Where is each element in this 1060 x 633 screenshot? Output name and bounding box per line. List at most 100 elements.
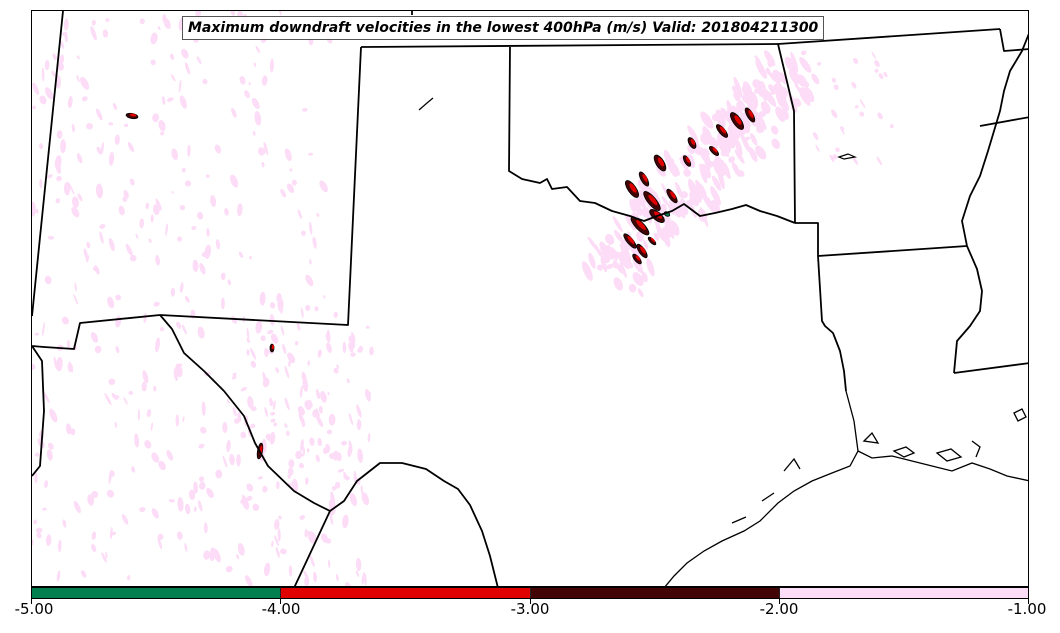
colorbar-tick	[1028, 599, 1029, 604]
downdraft-cell	[854, 105, 859, 109]
downdraft-cell	[632, 272, 644, 286]
downdraft-cell	[799, 87, 810, 103]
downdraft-cell	[225, 565, 233, 573]
downdraft-cell	[240, 499, 248, 505]
downdraft-cell	[329, 452, 336, 459]
downdraft-cell	[184, 296, 190, 303]
downdraft-cell	[54, 155, 62, 170]
downdraft-cell	[252, 130, 256, 136]
colorbar-label: -1.00	[1007, 600, 1047, 618]
downdraft-cell	[369, 346, 374, 356]
downdraft-cell	[287, 352, 296, 364]
downdraft-cell	[688, 200, 697, 218]
downdraft-cell	[123, 396, 128, 405]
downdraft-cell	[76, 153, 83, 164]
downdraft-cell	[102, 29, 109, 38]
downdraft-cell	[139, 18, 145, 25]
downdraft-cell	[165, 223, 169, 236]
downdraft-cell	[91, 531, 97, 540]
downdraft-cell	[72, 196, 79, 208]
downdraft-cell	[238, 251, 244, 258]
downdraft-cell	[42, 507, 47, 511]
downdraft-cell	[264, 347, 269, 358]
border-tx-la	[795, 222, 847, 392]
border-ok-north	[360, 43, 779, 48]
downdraft-cell	[159, 326, 165, 332]
downdraft-cell	[300, 307, 304, 318]
downdraft-cell	[629, 199, 636, 213]
downdraft-cell	[329, 512, 334, 526]
downdraft-cell	[874, 68, 879, 73]
downdraft-cell	[222, 422, 228, 433]
downdraft-cell	[86, 123, 93, 130]
downdraft-cell	[312, 571, 318, 583]
downdraft-cell	[56, 130, 63, 139]
downdraft-cell	[309, 554, 315, 568]
downdraft-cell	[86, 241, 91, 249]
downdraft-cell	[91, 19, 96, 26]
downdraft-cell	[775, 106, 786, 122]
downdraft-cell	[742, 136, 751, 142]
downdraft-cell	[146, 409, 152, 418]
downdraft-cell	[286, 183, 295, 193]
border-az-west	[32, 345, 45, 477]
downdraft-cell	[319, 180, 328, 193]
downdraft-cell	[789, 70, 799, 86]
downdraft-cell	[365, 325, 370, 329]
downdraft-cell	[829, 154, 835, 163]
downdraft-cell	[741, 85, 754, 104]
downdraft-cell	[715, 109, 726, 128]
downdraft-cell	[127, 575, 131, 581]
downdraft-cell	[56, 570, 61, 582]
downdraft-cell	[269, 314, 275, 326]
downdraft-cell	[178, 79, 182, 93]
downdraft-cell	[214, 144, 222, 154]
downdraft-cell	[667, 203, 674, 215]
downdraft-cell	[44, 87, 54, 100]
downdraft-cell	[627, 236, 635, 244]
downdraft-cell	[231, 107, 237, 118]
downdraft-cell	[840, 126, 845, 131]
colorbar-tick	[280, 599, 281, 604]
downdraft-cell	[832, 154, 838, 160]
downdraft-cell	[332, 450, 339, 461]
downdraft-cell	[121, 514, 129, 525]
downdraft-cell	[337, 468, 345, 473]
downdraft-cell	[49, 408, 58, 423]
downdraft-cell	[605, 233, 615, 245]
colorbar-bin-1	[32, 588, 282, 598]
downdraft-cell	[613, 249, 619, 259]
downdraft-cell	[193, 481, 198, 494]
downdraft-cell	[47, 235, 55, 240]
downdraft-cell	[314, 306, 319, 312]
downdraft-cell	[760, 101, 771, 114]
downdraft-cell	[55, 198, 61, 204]
downdraft-cell	[294, 341, 299, 346]
downdraft-cell	[131, 466, 136, 473]
downdraft-cell	[65, 423, 72, 435]
downdraft-cell	[712, 147, 718, 153]
downdraft-cell	[39, 178, 43, 189]
downdraft-cell	[261, 75, 268, 86]
downdraft-cell	[246, 349, 250, 356]
downdraft-cell	[148, 238, 152, 243]
downdraft-cell	[321, 533, 329, 543]
downdraft-cell	[201, 401, 206, 416]
downdraft-cell	[291, 179, 297, 186]
downdraft-cell	[152, 113, 160, 123]
downdraft-cell	[811, 73, 820, 85]
colorbar-tick	[779, 599, 780, 604]
downdraft-cell	[220, 297, 225, 310]
downdraft-cell	[62, 31, 68, 36]
downdraft-cell	[240, 387, 247, 392]
downdraft-cell	[144, 440, 152, 449]
downdraft-cell	[762, 93, 767, 102]
downdraft-cell	[109, 470, 115, 477]
border-tn	[999, 28, 1028, 52]
downdraft-cell	[327, 559, 331, 569]
downdraft-cell	[248, 81, 251, 86]
downdraft-cell	[296, 322, 301, 331]
downdraft-cell	[39, 143, 44, 150]
downdraft-cell	[230, 11, 236, 16]
downdraft-cell	[34, 452, 40, 457]
